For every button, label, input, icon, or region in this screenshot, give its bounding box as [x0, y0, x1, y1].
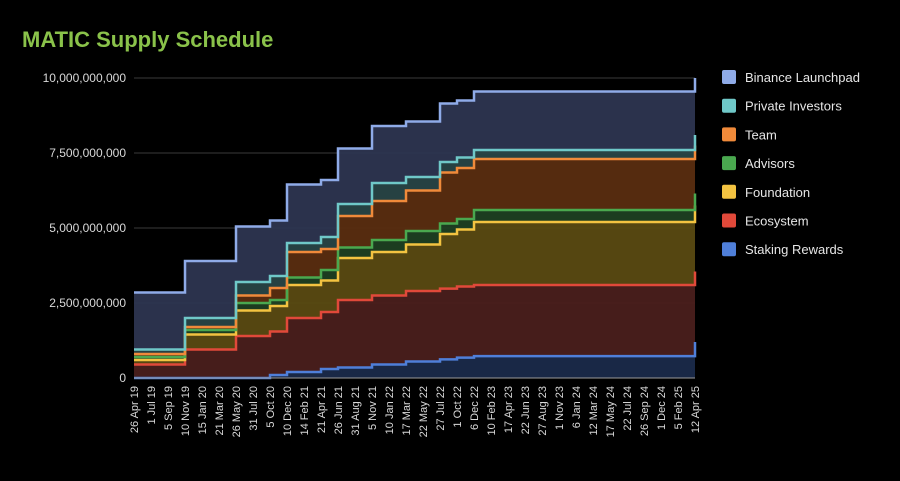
- x-tick-label: 21 Mar 20: [214, 386, 226, 436]
- x-tick-label: 10 Jan 22: [384, 386, 396, 434]
- line-ecosystem: [134, 271, 697, 366]
- area-staking-rewards: [134, 342, 695, 378]
- x-tick-label: 5 Feb 25: [673, 386, 685, 429]
- x-tick-label: 17 May 24: [605, 386, 617, 437]
- x-tick-label: 22 Jun 23: [520, 386, 532, 434]
- x-tick-label: 1 Jul 19: [146, 386, 158, 425]
- area-ecosystem: [134, 271, 695, 378]
- x-tick-label: 1 Nov 23: [554, 386, 566, 430]
- y-tick-label: 7,500,000,000: [49, 146, 126, 160]
- legend-swatch: [722, 156, 736, 171]
- x-tick-label: 10 Nov 19: [180, 386, 192, 436]
- legend-swatch: [722, 127, 736, 142]
- legend-label: Private Investors: [745, 99, 842, 114]
- series-lines: [134, 78, 697, 380]
- x-tick-label: 5 Nov 21: [367, 386, 379, 430]
- legend-label: Binance Launchpad: [745, 70, 860, 85]
- x-tick-label: 22 May 22: [418, 386, 430, 437]
- legend-label: Advisors: [745, 156, 795, 171]
- y-tick-label: 10,000,000,000: [43, 71, 127, 85]
- legend-label: Ecosystem: [745, 214, 809, 229]
- area-private-investors: [134, 135, 695, 354]
- x-tick-label: 26 Sep 24: [639, 386, 651, 436]
- x-tick-label: 14 Feb 21: [299, 386, 311, 436]
- area-team: [134, 145, 695, 357]
- x-tick-label: 26 Jun 21: [333, 386, 345, 434]
- legend-label: Team: [745, 127, 777, 142]
- y-tick-label: 0: [119, 371, 126, 385]
- x-tick-label: 27 Aug 23: [537, 386, 549, 436]
- legend-swatch: [722, 242, 736, 257]
- legend: Binance Launchpad Private Investors Team Ad…: [722, 70, 860, 257]
- x-tick-label: 27 Jul 22: [435, 386, 447, 431]
- x-tick-label: 31 Jul 20: [248, 386, 260, 431]
- legend-swatch: [722, 98, 736, 113]
- x-tick-label: 12 Mar 24: [588, 386, 600, 436]
- x-tick-label: 5 Oct 20: [265, 386, 277, 428]
- x-tick-label: 10 Feb 23: [486, 386, 498, 436]
- legend-label: Staking Rewards: [745, 242, 844, 257]
- area-binance-launchpad: [134, 78, 695, 350]
- line-binance-launchpad: [134, 78, 697, 294]
- line-staking-rewards: [134, 342, 697, 380]
- x-tick-label: 22 Jul 24: [622, 386, 634, 431]
- y-tick-label: 5,000,000,000: [49, 221, 126, 235]
- x-tick-label: 31 Aug 21: [350, 386, 362, 436]
- legend-label: Foundation: [745, 185, 810, 200]
- line-private-investors: [134, 135, 697, 351]
- x-tick-label: 26 Apr 19: [129, 386, 141, 433]
- x-tick-label: 12 Apr 25: [690, 386, 702, 433]
- area-series: [134, 78, 695, 378]
- chart-title: MATIC Supply Schedule: [22, 27, 273, 52]
- x-tick-label: 21 Apr 21: [316, 386, 328, 433]
- x-tick-label: 1 Oct 22: [452, 386, 464, 428]
- x-tick-label: 17 Apr 23: [503, 386, 515, 433]
- x-tick-label: 26 May 20: [231, 386, 243, 437]
- x-tick-label: 10 Dec 20: [282, 386, 294, 436]
- x-axis: 26 Apr 19 1 Jul 19 5 Sep 19 10 Nov 19 15 Jan…: [129, 377, 702, 437]
- x-tick-label: 15 Jan 20: [197, 386, 209, 434]
- y-axis: 0 2,500,000,000 5,000,000,000 7,500,000,000…: [43, 71, 127, 385]
- legend-swatch: [722, 70, 736, 84]
- x-tick-label: 6 Jan 24: [571, 386, 583, 428]
- x-tick-label: 1 Dec 24: [656, 386, 668, 430]
- x-tick-label: 5 Sep 19: [163, 386, 175, 430]
- x-tick-label: 6 Dec 22: [469, 386, 481, 430]
- legend-swatch: [722, 184, 736, 199]
- y-tick-label: 2,500,000,000: [49, 296, 126, 310]
- area-foundation: [134, 205, 695, 365]
- legend-swatch: [722, 213, 736, 228]
- x-tick-label: 17 Mar 22: [401, 386, 413, 436]
